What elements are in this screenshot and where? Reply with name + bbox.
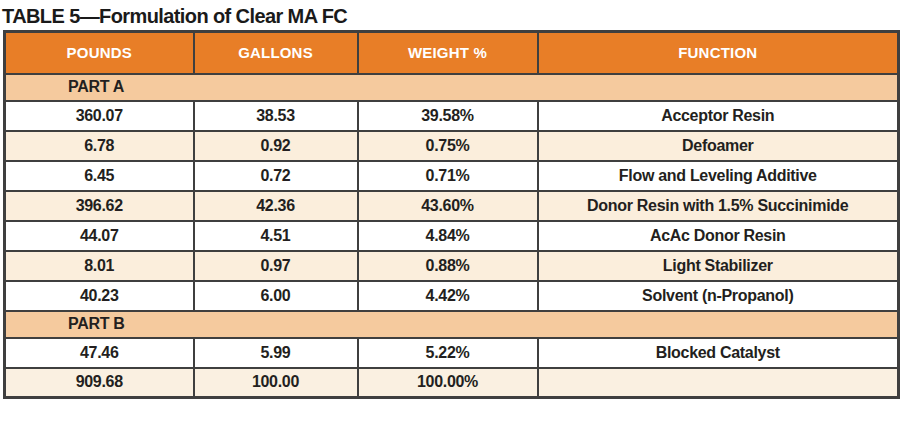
gallons-cell: 6.00 bbox=[194, 281, 358, 311]
weight-cell: 0.75% bbox=[358, 131, 538, 161]
header-row: POUNDS GALLONS WEIGHT % FUNCTION bbox=[5, 32, 899, 74]
column-header-function: FUNCTION bbox=[538, 32, 899, 74]
weight-cell: 43.60% bbox=[358, 191, 538, 221]
section-label: PART B bbox=[5, 311, 899, 338]
page-title: TABLE 5—Formulation of Clear MA FC bbox=[2, 5, 900, 28]
total-pounds-cell: 909.68 bbox=[5, 368, 194, 398]
weight-cell: 39.58% bbox=[358, 101, 538, 131]
table-row: 40.23 6.00 4.42% Solvent (n-Propanol) bbox=[5, 281, 899, 311]
table-row: 47.46 5.99 5.22% Blocked Catalyst bbox=[5, 338, 899, 368]
section-row-part-a: PART A bbox=[5, 74, 899, 101]
column-header-gallons: GALLONS bbox=[194, 32, 358, 74]
total-function-cell bbox=[538, 368, 899, 398]
weight-cell: 4.84% bbox=[358, 221, 538, 251]
gallons-cell: 4.51 bbox=[194, 221, 358, 251]
total-gallons-cell: 100.00 bbox=[194, 368, 358, 398]
gallons-cell: 42.36 bbox=[194, 191, 358, 221]
gallons-cell: 5.99 bbox=[194, 338, 358, 368]
function-cell: Blocked Catalyst bbox=[538, 338, 899, 368]
function-cell: Donor Resin with 1.5% Succinimide bbox=[538, 191, 899, 221]
section-row-part-b: PART B bbox=[5, 311, 899, 338]
column-header-weight: WEIGHT % bbox=[358, 32, 538, 74]
table-row: 6.45 0.72 0.71% Flow and Leveling Additi… bbox=[5, 161, 899, 191]
function-cell: Solvent (n-Propanol) bbox=[538, 281, 899, 311]
table-row: 360.07 38.53 39.58% Acceptor Resin bbox=[5, 101, 899, 131]
table-row: 396.62 42.36 43.60% Donor Resin with 1.5… bbox=[5, 191, 899, 221]
pounds-cell: 44.07 bbox=[5, 221, 194, 251]
column-header-pounds: POUNDS bbox=[5, 32, 194, 74]
total-weight-cell: 100.00% bbox=[358, 368, 538, 398]
table-row: 8.01 0.97 0.88% Light Stabilizer bbox=[5, 251, 899, 281]
gallons-cell: 0.72 bbox=[194, 161, 358, 191]
pounds-cell: 8.01 bbox=[5, 251, 194, 281]
weight-cell: 0.88% bbox=[358, 251, 538, 281]
weight-cell: 5.22% bbox=[358, 338, 538, 368]
weight-cell: 4.42% bbox=[358, 281, 538, 311]
function-cell: AcAc Donor Resin bbox=[538, 221, 899, 251]
gallons-cell: 38.53 bbox=[194, 101, 358, 131]
function-cell: Defoamer bbox=[538, 131, 899, 161]
function-cell: Acceptor Resin bbox=[538, 101, 899, 131]
function-cell: Flow and Leveling Additive bbox=[538, 161, 899, 191]
table-row: 6.78 0.92 0.75% Defoamer bbox=[5, 131, 899, 161]
table-row: 44.07 4.51 4.84% AcAc Donor Resin bbox=[5, 221, 899, 251]
pounds-cell: 6.78 bbox=[5, 131, 194, 161]
pounds-cell: 360.07 bbox=[5, 101, 194, 131]
pounds-cell: 47.46 bbox=[5, 338, 194, 368]
pounds-cell: 40.23 bbox=[5, 281, 194, 311]
section-label: PART A bbox=[5, 74, 899, 101]
gallons-cell: 0.97 bbox=[194, 251, 358, 281]
formulation-table: POUNDS GALLONS WEIGHT % FUNCTION PART A … bbox=[3, 30, 900, 399]
pounds-cell: 396.62 bbox=[5, 191, 194, 221]
gallons-cell: 0.92 bbox=[194, 131, 358, 161]
weight-cell: 0.71% bbox=[358, 161, 538, 191]
pounds-cell: 6.45 bbox=[5, 161, 194, 191]
total-row: 909.68 100.00 100.00% bbox=[5, 368, 899, 398]
function-cell: Light Stabilizer bbox=[538, 251, 899, 281]
